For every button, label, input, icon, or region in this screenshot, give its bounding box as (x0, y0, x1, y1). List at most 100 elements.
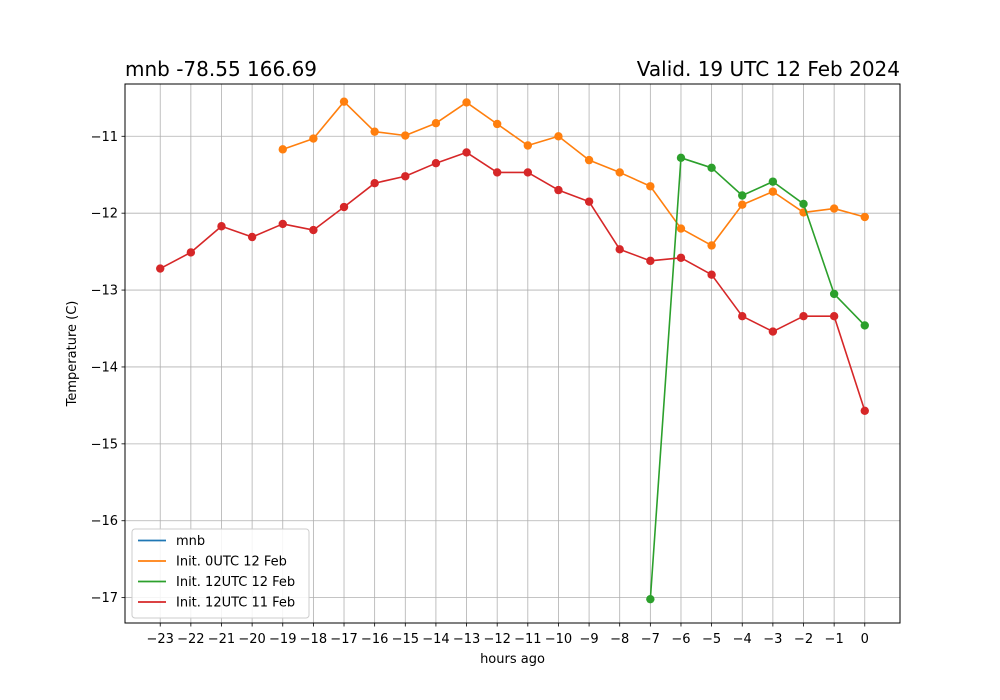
data-point (707, 270, 716, 279)
series-line (649, 157, 866, 600)
y-tick-label: −15 (91, 437, 118, 452)
data-point (401, 131, 410, 140)
plot-frame (124, 83, 901, 624)
data-point (799, 312, 808, 321)
x-tick-label: −4 (733, 632, 752, 647)
data-point (339, 97, 349, 106)
data-point (370, 178, 379, 188)
series-line (159, 151, 866, 412)
x-tick-label: −14 (422, 632, 449, 647)
x-tick-label: −23 (147, 632, 174, 647)
data-point (738, 312, 747, 321)
x-tick-label: 0 (861, 632, 869, 647)
chart-title-right: Valid. 19 UTC 12 Feb 2024 (636, 57, 900, 81)
data-point (584, 197, 594, 206)
data-point (431, 119, 441, 128)
chart-title-left: mnb -78.55 166.69 (125, 57, 318, 81)
data-point (646, 256, 655, 266)
series-line (282, 100, 865, 247)
y-tick-label: −17 (91, 591, 118, 606)
data-point (554, 185, 563, 195)
x-tick-label: −3 (763, 632, 782, 647)
data-point (186, 248, 196, 257)
data-point (676, 153, 686, 163)
x-tick-label: −13 (453, 632, 480, 647)
y-tick-label: −16 (91, 514, 118, 529)
data-point (492, 119, 502, 129)
data-point (860, 321, 869, 330)
x-tick-label: −10 (545, 632, 572, 647)
data-point (584, 155, 594, 165)
x-tick-label: −22 (177, 632, 204, 647)
series-layer (156, 97, 869, 604)
data-point (156, 264, 165, 273)
x-tick-label: −1 (825, 632, 844, 647)
x-tick-label: −6 (671, 632, 690, 647)
grid-lines (125, 84, 900, 623)
x-axis-ticks: −23 −22 −21 −20 −19 −18 −17 −16 −15 −14 −13 −12 −11−… (147, 623, 869, 647)
data-point (217, 222, 226, 231)
x-tick-label: −9 (579, 632, 598, 647)
x-tick-label: −17 (330, 632, 357, 647)
x-tick-label: −11 (514, 632, 541, 647)
x-tick-label: −5 (702, 632, 721, 647)
y-axis-label: Temperature (C) (65, 301, 80, 408)
data-point (860, 212, 869, 222)
data-point (492, 168, 502, 177)
data-point (768, 327, 778, 336)
data-point (247, 232, 257, 242)
data-point (431, 158, 441, 168)
data-point (768, 177, 778, 186)
y-axis-ticks: −17 −16 −15 −14 −13 −12 −11 (91, 130, 125, 606)
data-point (738, 200, 747, 209)
data-point (676, 253, 686, 262)
x-tick-label: −12 (483, 632, 510, 647)
data-point (676, 224, 686, 233)
legend-label: Init. 12UTC 12 Feb (176, 575, 295, 590)
legend-label: mnb (176, 534, 205, 549)
x-tick-label: −18 (300, 632, 327, 647)
data-point (829, 289, 839, 299)
data-point (309, 134, 318, 143)
x-axis-label: hours ago (480, 652, 545, 667)
data-point (738, 191, 747, 200)
data-point (646, 182, 655, 191)
y-tick-label: −13 (91, 284, 118, 299)
legend-label: Init. 12UTC 11 Feb (176, 596, 295, 611)
x-tick-label: −8 (610, 632, 629, 647)
x-tick-label: −19 (269, 632, 296, 647)
data-point (462, 148, 471, 157)
data-point (707, 163, 716, 173)
data-point (829, 312, 839, 321)
y-tick-label: −12 (91, 207, 118, 222)
data-point (646, 594, 655, 604)
x-tick-label: −7 (641, 632, 660, 647)
data-point (615, 245, 624, 254)
data-point (799, 199, 808, 209)
legend-label: Init. 0UTC 12 Feb (176, 555, 287, 570)
data-point (554, 132, 563, 141)
data-point (523, 168, 533, 177)
data-point (860, 406, 869, 415)
data-point (707, 241, 716, 250)
data-point (829, 204, 839, 213)
data-point (309, 225, 318, 235)
y-tick-label: −11 (91, 130, 118, 145)
data-point (278, 145, 287, 154)
x-tick-label: −2 (794, 632, 813, 647)
data-point (339, 202, 349, 212)
data-point (278, 219, 287, 229)
x-tick-label: −16 (361, 632, 388, 647)
x-tick-label: −20 (238, 632, 265, 647)
data-point (370, 127, 379, 136)
data-point (615, 168, 624, 177)
legend: mnb Init. 0UTC 12 Feb Init. 12UTC 12 Feb In… (131, 528, 310, 619)
y-tick-label: −14 (91, 360, 118, 375)
x-tick-label: −15 (392, 632, 419, 647)
data-point (401, 172, 410, 181)
legend-box (131, 528, 310, 619)
data-point (462, 98, 471, 107)
x-tick-label: −21 (208, 632, 235, 647)
data-point (523, 141, 533, 150)
